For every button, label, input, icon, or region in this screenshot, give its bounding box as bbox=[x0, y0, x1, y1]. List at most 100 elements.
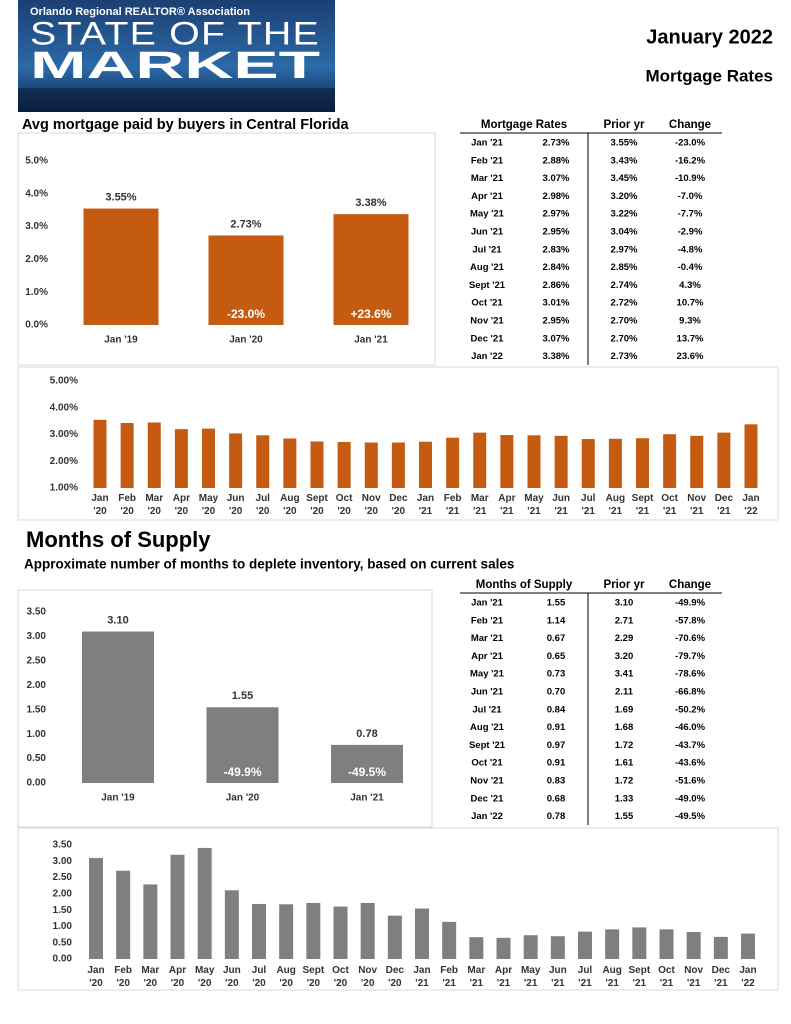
x-tick-label: Apr '20 bbox=[173, 493, 190, 517]
x-tick-label: Mar '20 bbox=[145, 493, 163, 517]
x-tick-label: Dec '20 bbox=[386, 965, 405, 989]
y-tick-label: 3.0% bbox=[25, 221, 48, 232]
table-cell: 3.01% bbox=[543, 298, 570, 309]
y-tick-label: 1.00 bbox=[53, 921, 73, 932]
x-tick-label: Dec '20 bbox=[389, 493, 408, 517]
bar bbox=[581, 439, 595, 488]
table-cell: 3.20 bbox=[615, 651, 634, 662]
table: Mortgage Rates Prior yr Change Jan '21 2.73%… bbox=[460, 119, 722, 365]
bar bbox=[197, 847, 212, 959]
table-cell: -78.6% bbox=[675, 669, 706, 680]
y-tick-label: 0.00 bbox=[53, 954, 73, 965]
bar bbox=[686, 931, 701, 959]
x-tick-label: Nov '21 bbox=[687, 493, 706, 517]
table-cell: Jun '21 bbox=[471, 227, 504, 238]
bar bbox=[446, 437, 460, 488]
table-cell: 3.04% bbox=[611, 227, 638, 238]
table-cell: 2.98% bbox=[543, 191, 570, 202]
table-cell: 1.69 bbox=[615, 704, 634, 715]
table-cell: 4.3% bbox=[679, 280, 701, 291]
x-tick-label: Apr '21 bbox=[495, 965, 512, 989]
x-tick-label: Apr '21 bbox=[498, 493, 515, 517]
y-tick-label: 1.50 bbox=[53, 905, 73, 916]
table-cell: 2.84% bbox=[543, 262, 570, 273]
bar bbox=[208, 235, 284, 325]
table-cell: 0.65 bbox=[547, 651, 566, 662]
x-tick-label: Sept '21 bbox=[628, 965, 650, 989]
section-title: Months of Supply bbox=[26, 527, 211, 552]
x-tick-label: Feb '20 bbox=[114, 965, 132, 989]
table-cell: Aug '21 bbox=[470, 722, 505, 733]
chart: 0.00 0.50 1.00 1.50 2.00 2.50 3.00 3.50 Jan '20 Fe… bbox=[17, 827, 779, 991]
table-cell: 3.41 bbox=[615, 669, 634, 680]
table-header: Mortgage Rates bbox=[481, 119, 567, 131]
table-cell: 1.68 bbox=[615, 722, 634, 733]
bar-annotation: -49.5% bbox=[348, 765, 386, 779]
table-cell: Jan '21 bbox=[471, 138, 504, 149]
bar bbox=[527, 435, 541, 488]
table-cell: Sept '21 bbox=[469, 740, 506, 751]
table-cell: Feb '21 bbox=[471, 155, 504, 166]
x-tick-label: Jun '21 bbox=[549, 965, 567, 989]
table-cell: 2.70% bbox=[611, 333, 638, 344]
bar bbox=[364, 442, 378, 488]
banner-line2: MARKET bbox=[30, 45, 320, 87]
bar-annotation: +23.6% bbox=[350, 307, 391, 321]
x-tick-label: Jan '20 bbox=[91, 493, 108, 517]
table-cell: Jan '21 bbox=[471, 598, 504, 609]
x-tick-label: Jul '20 bbox=[256, 493, 271, 517]
table-cell: -57.8% bbox=[675, 615, 706, 626]
table-header: Months of Supply bbox=[476, 579, 573, 591]
table-cell: 2.95% bbox=[543, 316, 570, 327]
x-tick-label: Nov '20 bbox=[362, 493, 381, 517]
table-cell: -43.6% bbox=[675, 758, 706, 769]
y-tick-label: 5.00% bbox=[50, 376, 78, 387]
table-cell: -79.7% bbox=[675, 651, 706, 662]
bar bbox=[744, 424, 758, 488]
bar bbox=[224, 890, 239, 959]
table-cell: 9.3% bbox=[679, 316, 701, 327]
table-cell: Mar '21 bbox=[471, 633, 504, 644]
y-tick-label: 2.00 bbox=[53, 888, 73, 899]
table-cell: Dec '21 bbox=[471, 333, 505, 344]
y-tick-label: 0.0% bbox=[25, 320, 48, 331]
x-tick-label: Jul '21 bbox=[581, 493, 596, 517]
bar bbox=[523, 935, 538, 959]
y-tick-label: 4.0% bbox=[25, 188, 48, 199]
table-cell: 3.20% bbox=[611, 191, 638, 202]
x-tick-label: Nov '20 bbox=[358, 965, 377, 989]
bar bbox=[170, 854, 185, 959]
x-tick-label: Jun '21 bbox=[552, 493, 570, 517]
report-topic: Mortgage Rates bbox=[645, 66, 773, 85]
x-tick-label: Jan '21 bbox=[354, 335, 388, 346]
y-tick-label: 5.0% bbox=[25, 156, 48, 167]
bar bbox=[713, 936, 728, 959]
table-cell: Jan '22 bbox=[471, 811, 503, 822]
bar bbox=[415, 908, 429, 959]
table-cell: -70.6% bbox=[675, 633, 706, 644]
bar bbox=[690, 435, 704, 488]
data-label: 2.73% bbox=[230, 218, 261, 230]
table-cell: Oct '21 bbox=[471, 298, 503, 309]
x-tick-label: Feb '20 bbox=[118, 493, 136, 517]
table-cell: Apr '21 bbox=[471, 191, 504, 202]
bar bbox=[554, 435, 568, 488]
table-header: Change bbox=[669, 579, 711, 591]
x-tick-label: Aug '20 bbox=[276, 965, 295, 989]
table-cell: 1.72 bbox=[615, 740, 634, 751]
bar bbox=[442, 921, 457, 959]
x-tick-label: Sept '21 bbox=[632, 493, 654, 517]
table-cell: -16.2% bbox=[675, 155, 706, 166]
table-cell: 0.83 bbox=[547, 776, 566, 787]
data-label: 3.55% bbox=[105, 191, 136, 203]
table-cell: 2.95% bbox=[543, 227, 570, 238]
bar bbox=[143, 884, 158, 959]
table-cell: -46.0% bbox=[675, 722, 706, 733]
table-cell: 2.70% bbox=[611, 316, 638, 327]
bar bbox=[419, 441, 432, 488]
x-tick-label: Jul '20 bbox=[252, 965, 267, 989]
chart: 1.00% 2.00% 3.00% 4.00% 5.00% Jan '20 Feb '20 Mar… bbox=[17, 366, 779, 521]
bar-annotation: -23.0% bbox=[227, 307, 265, 321]
y-tick-label: 2.00% bbox=[50, 456, 78, 467]
